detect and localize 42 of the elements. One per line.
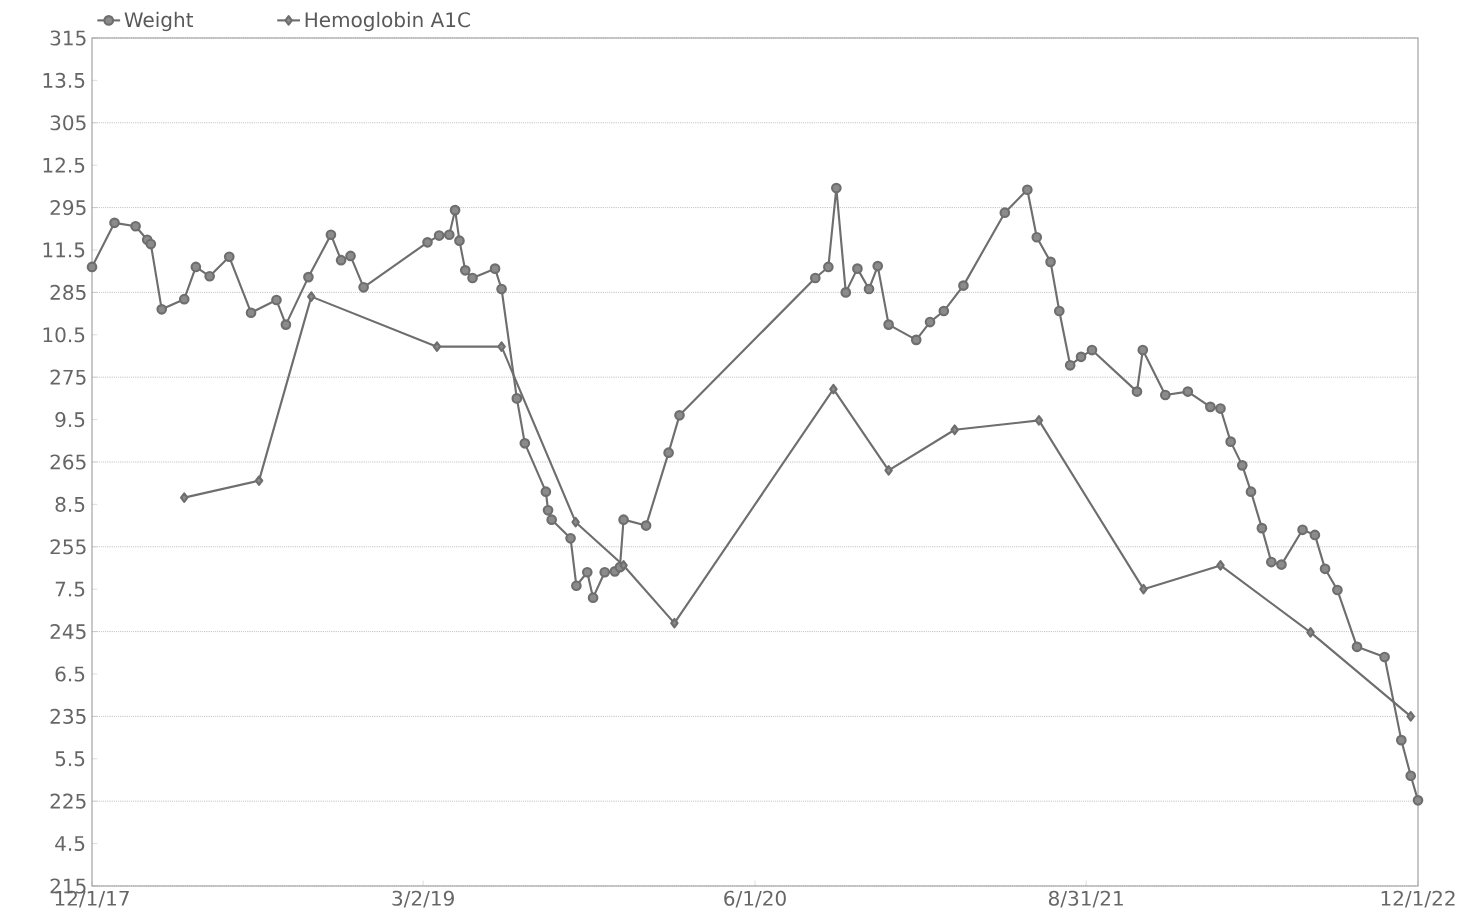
- point: [432, 341, 442, 352]
- point: [619, 560, 628, 571]
- point: [1306, 627, 1315, 638]
- y-tick-label: 255: [50, 539, 86, 555]
- x-tick-label: 3/2/19: [392, 890, 454, 908]
- point: [1139, 583, 1148, 595]
- x-tick-label: 12/1/22: [1381, 890, 1455, 908]
- y2-tick-label: 7.5: [55, 581, 85, 597]
- y2-tick-label: 13.5: [43, 72, 85, 88]
- y-tick-label: 275: [50, 369, 86, 385]
- y2-tick-label: 9.5: [55, 412, 85, 428]
- y2-tick-label: 5.5: [55, 751, 85, 767]
- y2-tick-label: 12.5: [43, 157, 85, 173]
- point: [179, 492, 189, 503]
- point: [571, 516, 580, 528]
- y-tick-label: 265: [50, 454, 86, 470]
- x-tick-label: 8/31/21: [1048, 890, 1123, 908]
- y-tick-label: 245: [50, 624, 86, 640]
- legend-label: Weight: [124, 11, 194, 32]
- point: [307, 291, 316, 302]
- point: [670, 617, 679, 629]
- point: [254, 475, 264, 486]
- y2-tick-label: 11.5: [43, 242, 85, 258]
- point: [884, 465, 893, 476]
- point: [497, 341, 506, 352]
- y2-tick-label: 6.5: [55, 666, 85, 682]
- y-tick-label: 295: [50, 200, 86, 216]
- y-tick-label: 235: [50, 708, 86, 724]
- point: [1216, 560, 1225, 571]
- point: [1034, 415, 1044, 426]
- y-tick-label: 315: [50, 30, 86, 46]
- y-tick-label: 305: [50, 115, 86, 131]
- y-tick-label: 225: [50, 793, 86, 809]
- y2-tick-label: 10.5: [43, 327, 85, 343]
- legend-label: Hemoglobin A1C: [305, 11, 470, 32]
- y-tick-label: 285: [50, 284, 86, 300]
- x-tick-label: 6/1/20: [724, 890, 786, 908]
- y2-tick-label: 8.5: [55, 496, 85, 512]
- point: [950, 424, 959, 436]
- point: [1406, 711, 1416, 722]
- y2-tick-label: 4.5: [55, 836, 85, 852]
- point: [829, 383, 838, 395]
